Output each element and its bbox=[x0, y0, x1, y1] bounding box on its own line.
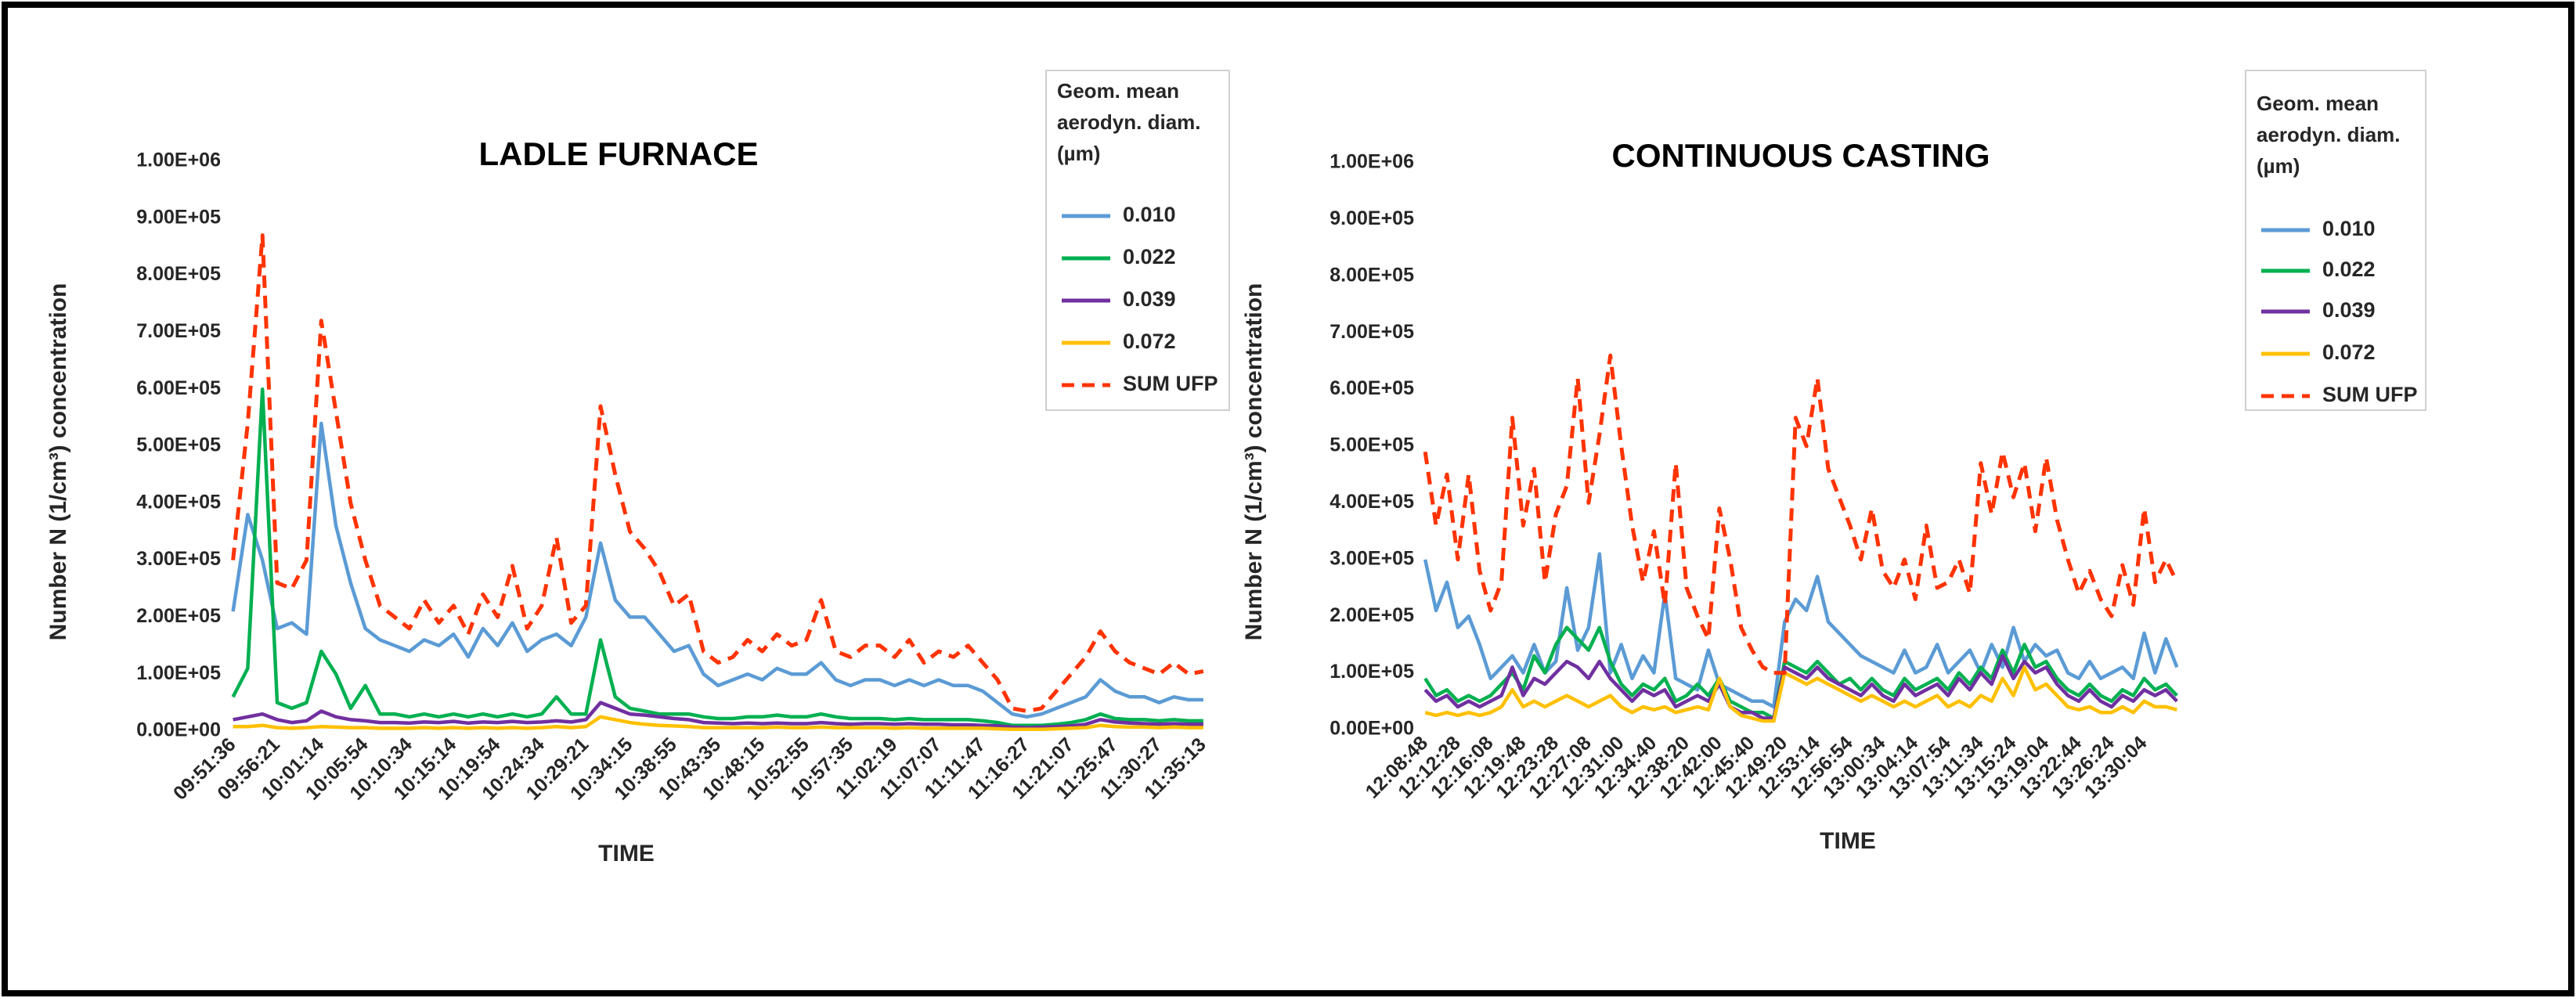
y-tick-label: 1.00E+05 bbox=[136, 662, 221, 684]
y-tick-label: 6.00E+05 bbox=[1329, 377, 1414, 399]
y-tick-label: 0.00E+00 bbox=[136, 719, 221, 741]
y-tick-label: 2.00E+05 bbox=[1329, 604, 1414, 626]
legend-label: 0.039 bbox=[1123, 287, 1176, 311]
y-tick-label: 1.00E+05 bbox=[1329, 661, 1414, 683]
y-tick-label: 6.00E+05 bbox=[136, 377, 221, 399]
y-tick-label: 0.00E+00 bbox=[1329, 718, 1414, 740]
y-axis-title: Number N (1/cm³) concentration bbox=[1241, 283, 1267, 641]
y-tick-label: 5.00E+05 bbox=[1329, 434, 1414, 456]
legend-label: 0.072 bbox=[1123, 330, 1176, 353]
legend-label: 0.010 bbox=[1123, 203, 1176, 226]
series-line bbox=[1423, 353, 2179, 676]
legend-title: Geom. mean aerodyn. diam. (µm) bbox=[1057, 79, 1201, 165]
y-axis-title: Number N (1/cm³) concentration bbox=[45, 283, 71, 641]
series-line bbox=[1423, 654, 2178, 720]
y-tick-label: 3.00E+05 bbox=[1329, 547, 1414, 569]
series-line bbox=[231, 421, 1203, 719]
legend-label: 0.022 bbox=[1123, 245, 1176, 268]
series-line bbox=[231, 233, 1204, 713]
y-tick-label: 3.00E+05 bbox=[136, 548, 221, 570]
chart-title: LADLE FURNACE bbox=[479, 135, 759, 172]
y-tick-label: 4.00E+05 bbox=[136, 491, 221, 513]
legend-title-box: Geom. mean aerodyn. diam. (µm) bbox=[2257, 92, 2401, 178]
chart-title: CONTINUOUS CASTING bbox=[1612, 137, 1990, 174]
x-axis-title: TIME bbox=[1820, 828, 1876, 854]
legend-label: 0.010 bbox=[2322, 217, 2376, 240]
legend-box bbox=[1045, 70, 1230, 411]
series-line bbox=[1424, 665, 2177, 723]
y-tick-label: 2.00E+05 bbox=[136, 605, 221, 627]
y-tick-label: 1.00E+06 bbox=[136, 150, 221, 171]
y-tick-label: 9.00E+05 bbox=[1329, 207, 1414, 229]
y-tick-label: 4.00E+05 bbox=[1329, 491, 1414, 513]
legend-label: SUM UFP bbox=[1123, 372, 1218, 395]
legend-title: Geom. mean aerodyn. diam. (µm) bbox=[2257, 92, 2401, 178]
y-tick-label: 9.00E+05 bbox=[136, 206, 221, 228]
legend-label: 0.072 bbox=[2322, 340, 2376, 364]
legend-label: SUM UFP bbox=[2322, 383, 2418, 406]
x-axis-title: TIME bbox=[598, 841, 655, 866]
y-tick-label: 7.00E+05 bbox=[136, 320, 221, 342]
legend-label: 0.022 bbox=[2322, 258, 2376, 281]
y-tick-label: 5.00E+05 bbox=[136, 434, 221, 456]
series-line bbox=[233, 715, 1203, 732]
y-tick-label: 8.00E+05 bbox=[1329, 264, 1414, 286]
y-tick-label: 1.00E+06 bbox=[1329, 151, 1414, 173]
series-line bbox=[233, 701, 1203, 730]
y-tick-label: 8.00E+05 bbox=[136, 263, 221, 285]
legend-label: 0.039 bbox=[2322, 298, 2376, 322]
series-line bbox=[1423, 552, 2179, 709]
y-tick-label: 7.00E+05 bbox=[1329, 321, 1414, 343]
series-line bbox=[1423, 625, 2178, 720]
legend-title-box: Geom. mean aerodyn. diam. (µm) bbox=[1057, 79, 1201, 165]
